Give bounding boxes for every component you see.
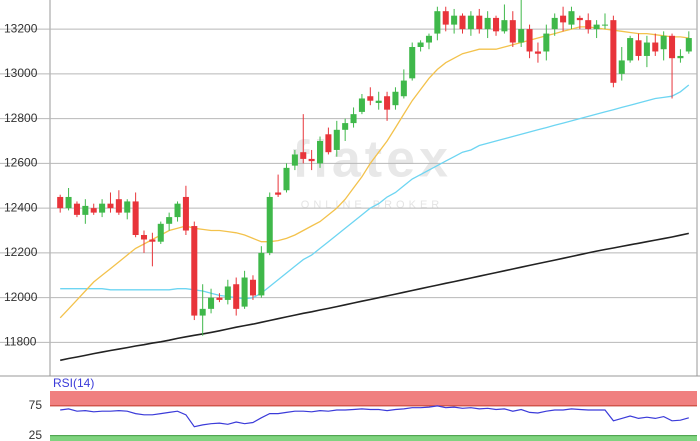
candle-body bbox=[484, 17, 491, 30]
candle-body bbox=[291, 154, 298, 166]
candle-body bbox=[593, 24, 600, 30]
y-tick-label: 12400 bbox=[4, 200, 38, 214]
candle-body bbox=[124, 201, 131, 213]
candle-body bbox=[241, 277, 248, 307]
candle-body bbox=[669, 35, 676, 59]
candle-body bbox=[459, 15, 466, 30]
candle-body bbox=[342, 123, 349, 130]
candle-body bbox=[73, 203, 80, 215]
candle-body bbox=[283, 167, 290, 191]
candle-body bbox=[417, 42, 424, 47]
candle-body bbox=[367, 96, 374, 101]
candle-body bbox=[509, 20, 516, 43]
watermark-tagline: ONLINE BROKER bbox=[301, 199, 443, 211]
candle-body bbox=[518, 29, 525, 43]
y-tick-label: 75 bbox=[29, 398, 43, 412]
y-tick-label: 13200 bbox=[4, 21, 38, 35]
candle-body bbox=[560, 15, 567, 23]
candle-body bbox=[249, 279, 256, 296]
y-tick-label: 12800 bbox=[4, 111, 38, 125]
candle-body bbox=[308, 158, 315, 162]
candle-body bbox=[275, 192, 282, 195]
candle-body bbox=[576, 17, 583, 21]
candle-body bbox=[601, 24, 609, 26]
candle-body bbox=[90, 208, 97, 213]
candle-body bbox=[467, 15, 474, 30]
candle-body bbox=[534, 51, 541, 54]
panel-title: RSI(14) bbox=[53, 376, 94, 390]
candle-body bbox=[358, 98, 365, 112]
candle-body bbox=[149, 239, 156, 242]
candle-body bbox=[350, 114, 357, 124]
candle-body bbox=[82, 205, 89, 215]
candle-body bbox=[442, 11, 449, 25]
candle-body bbox=[643, 42, 650, 56]
candle-body bbox=[685, 38, 692, 52]
candle-body bbox=[610, 20, 617, 83]
candle-body bbox=[677, 55, 684, 59]
candle-body bbox=[585, 20, 592, 30]
candle-body bbox=[400, 80, 407, 97]
candle-body bbox=[57, 196, 64, 209]
moving-average-line bbox=[60, 84, 690, 300]
candle-body bbox=[333, 129, 340, 150]
candle-body bbox=[501, 20, 508, 32]
oversold-band bbox=[50, 435, 697, 441]
overbought-band bbox=[50, 391, 697, 406]
y-tick-label: 13000 bbox=[4, 66, 38, 80]
candle-body bbox=[208, 297, 215, 309]
candle-body bbox=[174, 203, 181, 218]
candle-body bbox=[618, 60, 625, 74]
candle-body bbox=[107, 203, 114, 209]
candle-body bbox=[493, 17, 500, 32]
candle-body bbox=[392, 91, 399, 106]
candle-body bbox=[99, 203, 106, 213]
candle-body bbox=[652, 42, 659, 52]
candle-body bbox=[425, 35, 432, 43]
candle-body bbox=[384, 96, 391, 110]
candle-body bbox=[451, 15, 458, 25]
candle-body bbox=[258, 252, 265, 296]
moving-average-line bbox=[59, 26, 689, 319]
candle-body bbox=[568, 11, 575, 25]
candle-body bbox=[375, 100, 382, 103]
candle-body bbox=[157, 223, 164, 242]
candle-body bbox=[409, 47, 416, 79]
candle-body bbox=[325, 134, 332, 153]
candle-body bbox=[140, 235, 148, 240]
candle-body bbox=[132, 201, 139, 235]
candle-body bbox=[199, 308, 206, 316]
candle-body bbox=[551, 17, 558, 30]
candle-body bbox=[233, 284, 240, 309]
candle-body bbox=[65, 196, 72, 209]
candle-body bbox=[526, 29, 533, 52]
candle-body bbox=[660, 35, 667, 50]
y-tick-label: 25 bbox=[29, 428, 43, 441]
candle-body bbox=[300, 152, 307, 159]
candle-body bbox=[476, 15, 483, 30]
candle-body bbox=[627, 38, 634, 61]
candle-body bbox=[317, 141, 324, 164]
moving-average-line bbox=[60, 232, 689, 362]
candle-body bbox=[434, 11, 441, 34]
candle-body bbox=[543, 33, 550, 52]
rsi-line bbox=[60, 405, 689, 428]
y-tick-label: 12200 bbox=[4, 245, 38, 259]
candle-body bbox=[635, 40, 642, 56]
candle-body bbox=[266, 196, 273, 253]
y-tick-label: 11800 bbox=[4, 335, 37, 349]
candle-body bbox=[191, 226, 198, 316]
candle-body bbox=[115, 199, 122, 213]
watermark: flatex bbox=[292, 131, 452, 189]
candle-body bbox=[166, 217, 173, 224]
candle-body bbox=[224, 286, 231, 300]
candle-body bbox=[182, 196, 189, 231]
candle-body bbox=[216, 297, 223, 300]
y-tick-label: 12600 bbox=[4, 156, 38, 170]
y-tick-label: 12000 bbox=[4, 290, 38, 304]
